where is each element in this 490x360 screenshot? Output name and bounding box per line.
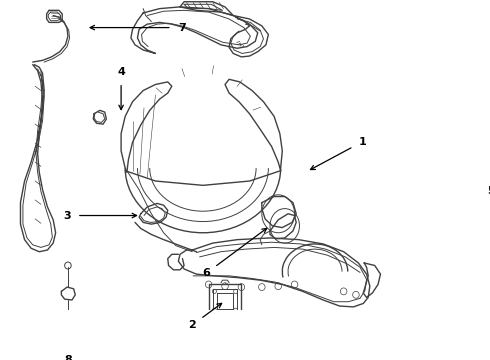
Text: 7: 7	[178, 23, 186, 33]
Text: 5: 5	[487, 186, 490, 196]
Text: 6: 6	[202, 268, 210, 278]
Text: 4: 4	[117, 67, 125, 77]
Text: 2: 2	[189, 320, 196, 330]
Text: 1: 1	[358, 137, 366, 147]
Text: 3: 3	[63, 211, 71, 221]
Text: 8: 8	[64, 355, 72, 360]
